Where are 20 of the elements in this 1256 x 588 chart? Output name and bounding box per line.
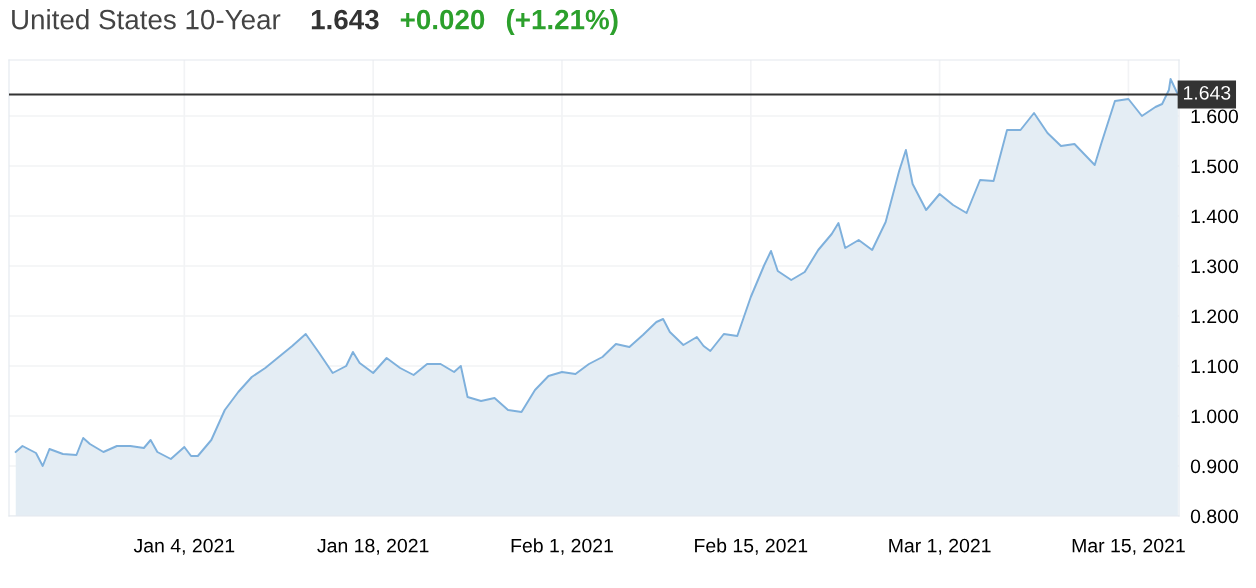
- y-tick-label: 0.800: [1190, 509, 1239, 524]
- y-tick-label: 1.100: [1191, 359, 1239, 374]
- text: (+1.21%): [506, 9, 618, 35]
- y-tick-label: 1.600: [1191, 109, 1239, 124]
- x-tick-label: Feb 1, 2021: [511, 538, 613, 555]
- text: 1.643: [311, 9, 379, 30]
- x-tick-label: Jan 18, 2021: [317, 538, 429, 555]
- y-tick-label: 1.200: [1191, 309, 1239, 324]
- y-tick-label: 1.500: [1191, 159, 1239, 174]
- x-tick-label: Feb 15, 2021: [695, 538, 808, 555]
- y-tick-label: 1.300: [1191, 259, 1239, 274]
- y-tick-label: 1.000: [1191, 409, 1239, 424]
- ref-line-label: 1.643: [1183, 85, 1231, 100]
- x-tick-label: Mar 1, 2021: [889, 538, 991, 555]
- x-tick-label: Mar 15, 2021: [1072, 538, 1185, 555]
- y-tick-label: 1.400: [1191, 209, 1239, 224]
- x-tick-label: Jan 4, 2021: [133, 538, 235, 555]
- text: +0.020: [400, 9, 485, 30]
- chart-title: United States 10-Year: [12, 9, 281, 30]
- y-tick-label: 0.900: [1190, 459, 1239, 474]
